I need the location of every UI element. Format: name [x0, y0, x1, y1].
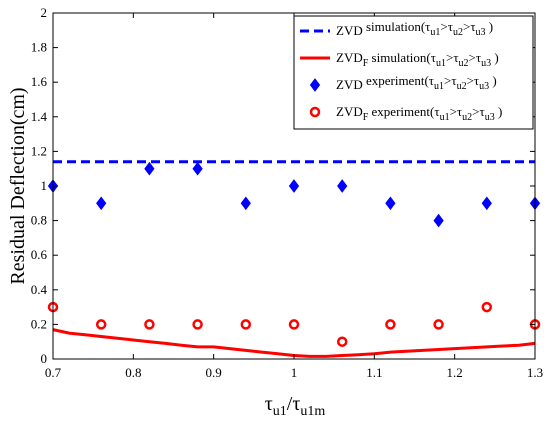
- x-tick-label: 0.7: [45, 365, 62, 380]
- circle-point: [144, 319, 155, 330]
- y-tick-label: 1.2: [31, 143, 47, 158]
- diamond-point: [192, 161, 203, 176]
- circle-point: [240, 319, 252, 330]
- circle-point: [385, 319, 396, 330]
- legend-swatch-diamond: [309, 78, 321, 92]
- x-label-slash: /: [287, 393, 293, 415]
- y-tick-label: 0.8: [31, 213, 47, 228]
- circle-point: [192, 319, 203, 330]
- legend-entry-label: ZVD experiment(τu1>τu2>τu3 ): [336, 73, 497, 92]
- x-tick-label: 1: [291, 365, 298, 380]
- diamond-point: [481, 196, 492, 211]
- circle-point: [95, 319, 107, 330]
- y-tick-label: 0.2: [31, 316, 47, 331]
- y-tick-label: 0.6: [31, 247, 48, 262]
- y-tick-label: 2: [41, 5, 48, 20]
- y-tick-label: 0: [41, 351, 48, 366]
- diamond-point: [385, 196, 396, 211]
- legend-entry-label: ZVDF experiment(τu1>τu2>τu3 ): [336, 104, 502, 123]
- y-tick-label: 1.4: [31, 109, 48, 124]
- axes: 0.7 0.8 0.9 1 1.1 1.2 1.3 0 0.2 0.4 0.6 0.8 1 1.2 1.4 1…: [31, 5, 543, 380]
- circle-point: [336, 336, 348, 347]
- circle-point: [433, 319, 444, 330]
- y-axis-label: Residual Deflection(cm): [7, 87, 29, 284]
- diamond-point: [337, 179, 348, 193]
- x-tick-label: 1.1: [366, 365, 382, 380]
- legend-entry-label: ZVD simulation(τu1>τu2>τu3 ): [336, 19, 493, 38]
- x-tick-label: 0.8: [125, 365, 141, 380]
- x-axis-label: τu1/τu1m: [265, 393, 326, 419]
- legend-swatch-circle: [309, 106, 321, 118]
- y-tick-label: 1: [41, 178, 48, 193]
- y-tick-label: 1.8: [31, 40, 47, 55]
- x-tick-label: 1.3: [527, 365, 543, 380]
- x-label-sub1: u1: [273, 404, 287, 419]
- circle-point: [288, 319, 300, 330]
- legend: ZVD simulation(τu1>τu2>τu3 ) ZVDF simulat…: [293, 15, 534, 130]
- legend-box: [293, 15, 534, 130]
- legend-entry-label: ZVDF simulation(τu1>τu2>τu3 ): [336, 50, 499, 69]
- y-tick-label: 0.4: [31, 282, 48, 297]
- y-tick-label: 1.6: [31, 74, 48, 89]
- diamond-point: [433, 213, 444, 228]
- diamond-point: [96, 196, 107, 211]
- x-tick-label: 0.9: [206, 365, 222, 380]
- series-line-1: [52, 328, 536, 358]
- x-label-sub2: u1m: [300, 404, 325, 419]
- plot-area: [47, 160, 541, 358]
- circle-point: [481, 301, 493, 313]
- x-label-tau1: τ: [265, 393, 273, 415]
- diamond-point: [288, 179, 300, 193]
- x-tick-label: 1.2: [447, 365, 463, 380]
- x-label-tau2: τ: [292, 393, 300, 415]
- diamond-point: [144, 161, 155, 176]
- diamond-point: [240, 196, 251, 211]
